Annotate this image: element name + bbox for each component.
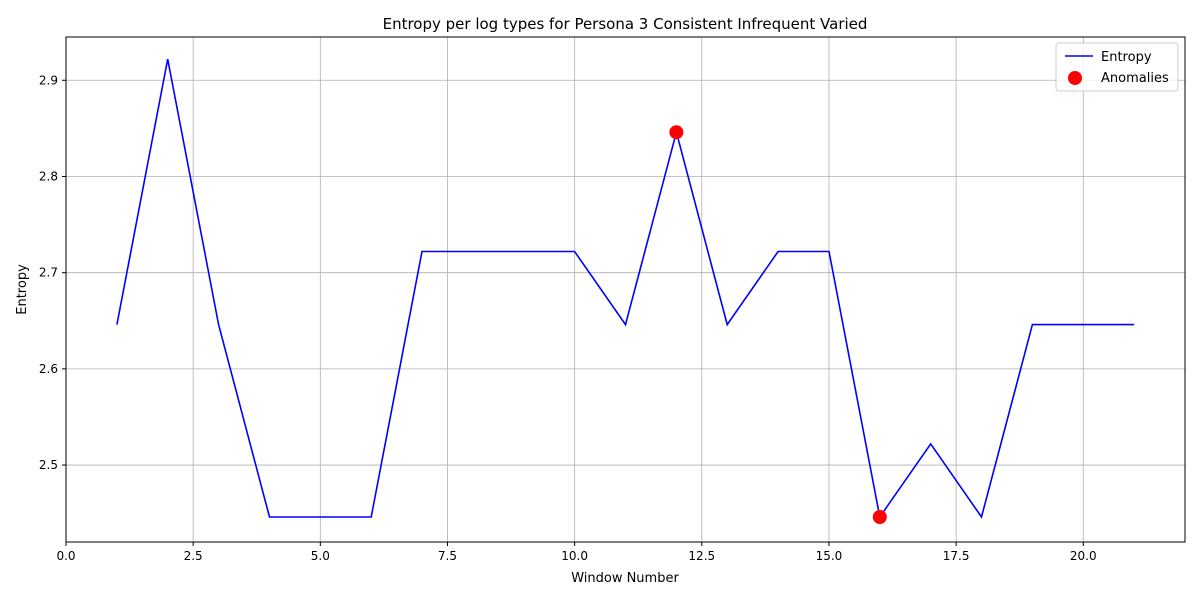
- series-layer: [116, 58, 1135, 524]
- x-tick-label: 20.0: [1070, 549, 1097, 563]
- legend-anomalies-label: Anomalies: [1101, 71, 1169, 86]
- x-tick-label: 7.5: [438, 549, 457, 563]
- y-tick-label: 2.9: [39, 73, 58, 87]
- x-tick-label: 5.0: [311, 549, 330, 563]
- x-tick-label: 15.0: [816, 549, 843, 563]
- legend-box: [1055, 42, 1179, 92]
- y-tick-label: 2.8: [39, 169, 58, 183]
- chart-title: Entropy per log types for Persona 3 Cons…: [383, 15, 868, 33]
- x-tick-label: 0.0: [56, 549, 75, 563]
- x-tick-label: 2.5: [184, 549, 203, 563]
- x-tick-label: 10.0: [561, 549, 588, 563]
- legend-entropy-label: Entropy: [1101, 50, 1152, 65]
- y-axis-label: Entropy: [15, 264, 30, 315]
- y-tick-label: 2.7: [39, 266, 58, 280]
- legend: Entropy Anomalies: [1055, 42, 1179, 92]
- x-tick-label: 17.5: [943, 549, 970, 563]
- x-axis-ticks: 0.0 2.5 5.0 7.5 10.0 12.5 15.0 17.5 20.0: [56, 542, 1097, 563]
- entropy-line: [116, 58, 1135, 520]
- anomaly-point: [669, 125, 684, 140]
- legend-anomalies-swatch: [1068, 71, 1082, 85]
- x-tick-label: 12.5: [688, 549, 715, 563]
- x-axis-label: Window Number: [571, 571, 679, 586]
- anomaly-point: [872, 509, 887, 524]
- grid-lines: [65, 37, 1185, 542]
- y-axis-ticks: 2.5 2.6 2.7 2.8 2.9: [39, 73, 66, 472]
- plot-frame: [65, 36, 1186, 543]
- y-tick-label: 2.5: [39, 458, 58, 472]
- y-tick-label: 2.6: [39, 362, 58, 376]
